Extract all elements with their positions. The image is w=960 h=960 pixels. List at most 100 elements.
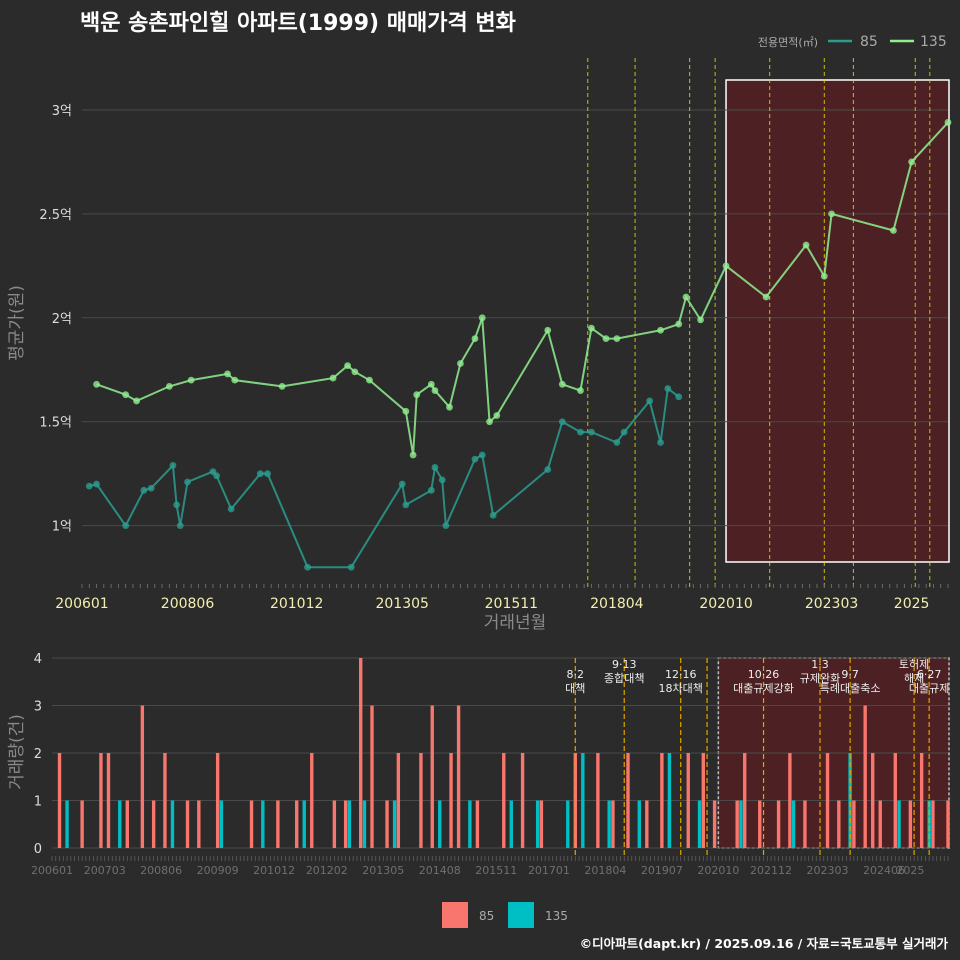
x-tick-label: 201701	[528, 864, 570, 877]
legend-label-85: 85	[860, 34, 878, 50]
y-tick-label: 2	[34, 747, 42, 762]
data-point-85	[620, 428, 628, 436]
bar-85	[57, 753, 62, 848]
bar-85	[396, 753, 401, 848]
bar-85	[343, 800, 348, 848]
data-point-135	[409, 451, 417, 459]
data-point-85	[577, 428, 584, 436]
data-point-85	[613, 439, 621, 446]
bar-85	[276, 800, 280, 848]
bar-135	[791, 800, 796, 848]
bar-85	[919, 753, 924, 848]
bar-85	[163, 753, 167, 848]
data-point-85	[176, 522, 184, 530]
bar-85	[249, 800, 254, 848]
bar-85	[825, 753, 830, 848]
bar-135	[848, 753, 852, 848]
data-point-85	[85, 482, 93, 490]
series-line-85	[89, 386, 680, 569]
data-point-135	[133, 397, 140, 405]
data-point-135	[493, 412, 501, 419]
bar-85	[946, 800, 950, 848]
x-tick-label: 201511	[485, 596, 538, 612]
data-point-135	[820, 272, 828, 280]
bar-135	[697, 800, 702, 848]
bar-85	[852, 800, 856, 848]
x-tick-label: 201511	[475, 864, 517, 877]
bar-85	[310, 753, 314, 848]
data-point-135	[828, 210, 835, 218]
y-tick-label: 1억	[52, 520, 72, 535]
data-point-135	[427, 380, 435, 388]
data-point-85	[227, 505, 235, 513]
bar-85	[502, 753, 506, 848]
x-tick-label: 201305	[375, 596, 428, 612]
y-tick-label: 2.5억	[39, 208, 72, 223]
bar-85	[125, 800, 129, 848]
data-point-85	[544, 466, 552, 473]
bar-85	[185, 800, 190, 848]
policy-label: 9·13	[612, 658, 637, 671]
data-point-85	[398, 480, 406, 488]
y-tick-label: 3	[34, 700, 42, 715]
data-point-135	[486, 418, 493, 426]
policy-label: 대출규제강화	[733, 682, 794, 695]
policy-label: 1·3	[811, 658, 829, 671]
bar-85	[332, 800, 337, 848]
policy-label: 규제완화	[800, 672, 840, 685]
x-tick-label: 202406	[863, 864, 905, 877]
bar-85	[660, 753, 664, 848]
data-point-85	[264, 470, 271, 478]
bar-85	[99, 753, 103, 848]
policy-label: 해제	[904, 671, 924, 685]
policy-label: 6·27	[917, 668, 942, 681]
bar-85	[931, 800, 935, 848]
bar-85	[295, 800, 299, 848]
y-tick-label: 2억	[52, 312, 72, 327]
data-point-85	[675, 393, 683, 401]
y-tick-label: 3억	[52, 104, 72, 119]
bar-85	[573, 753, 577, 848]
policy-label: 대책	[565, 682, 585, 695]
bar-85	[735, 800, 739, 848]
chart-title: 백운 송촌파인힐 아파트(1999) 매매가격 변화	[80, 11, 516, 36]
data-point-85	[169, 461, 177, 469]
data-point-135	[165, 382, 173, 390]
bar-135	[65, 800, 69, 848]
data-point-135	[457, 360, 464, 367]
data-point-85	[478, 451, 486, 459]
bar-135	[535, 800, 540, 848]
x-tick-label: 200806	[161, 596, 215, 612]
policy-label: 9·7	[841, 668, 859, 681]
source-caption: ©디아파트(dapt.kr) / 2025.09.16 / 자료=국토교통부 실…	[580, 936, 949, 951]
x-tick-label: 201408	[419, 864, 461, 877]
bar-85	[106, 753, 111, 848]
bar-85	[385, 800, 389, 848]
policy-label: 8·2	[567, 668, 585, 681]
data-point-85	[664, 385, 672, 392]
bar-135	[302, 800, 306, 848]
data-point-135	[682, 293, 690, 301]
x-tick-label: 200703	[84, 864, 126, 877]
bar-85	[370, 705, 374, 848]
x-tick-label: 201012	[253, 864, 295, 877]
data-point-135	[613, 335, 621, 342]
bar-135	[170, 800, 175, 848]
bar-85	[645, 800, 649, 848]
data-point-135	[402, 407, 410, 415]
bar-85	[475, 800, 480, 848]
data-point-85	[140, 486, 148, 494]
data-point-135	[413, 391, 421, 399]
x-tick-label: 202303	[805, 596, 858, 612]
data-point-135	[908, 158, 916, 166]
y-axis-label: 거래량(건)	[7, 714, 27, 790]
data-point-85	[657, 439, 664, 446]
bar-85	[871, 753, 875, 848]
data-point-135	[722, 262, 730, 270]
legend-title: 전용면적(㎡)	[758, 36, 818, 49]
data-point-135	[446, 403, 453, 411]
x-tick-label: 200601	[31, 864, 73, 877]
x-tick-label: 201305	[362, 864, 404, 877]
bar-85	[758, 800, 762, 848]
y-axis-label: 평균가(원)	[7, 285, 27, 361]
